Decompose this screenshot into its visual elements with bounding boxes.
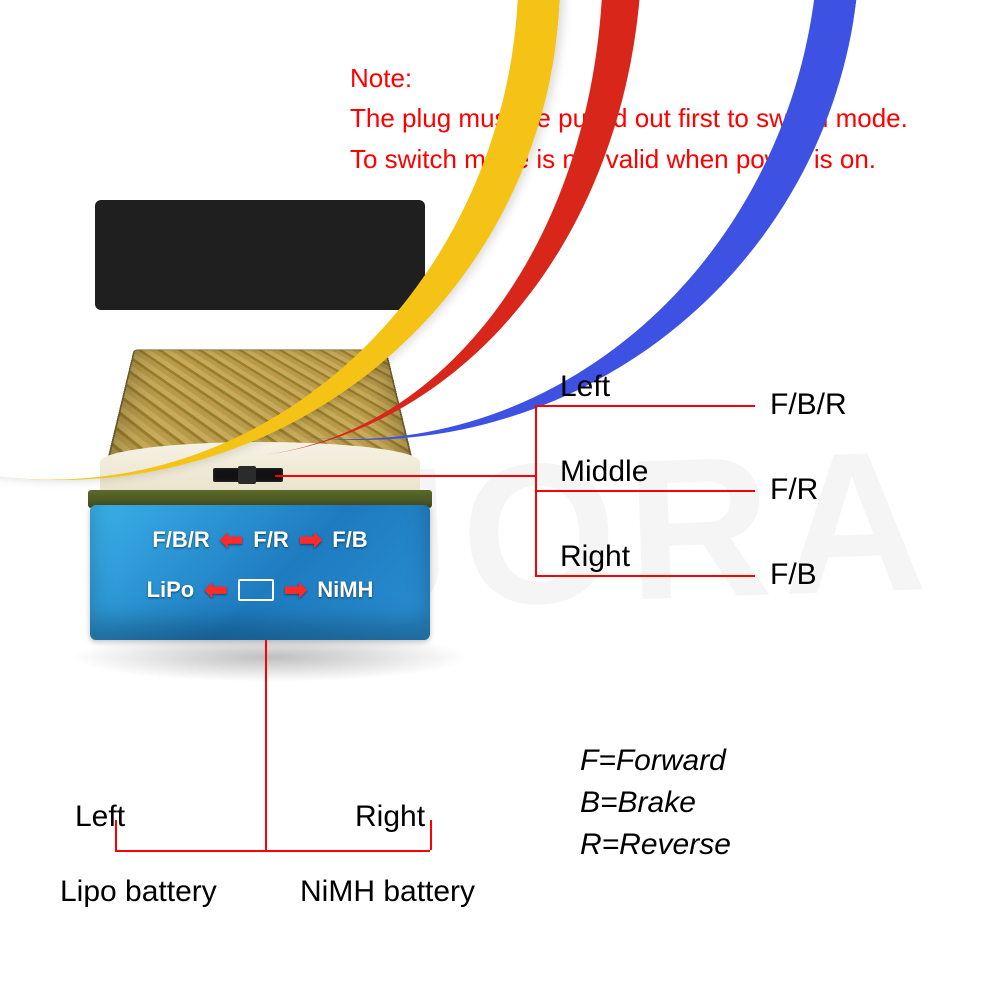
note-heading: Note: <box>350 58 908 98</box>
row2-right: NiMH <box>317 577 373 603</box>
esc-row-batt: LiPo ⬅ ➡ NiMH <box>90 573 430 606</box>
box-outline-icon <box>238 579 274 601</box>
arrow-left-icon: ⬅ <box>220 523 243 556</box>
esc-blue-body: F/B/R ⬅ F/R ➡ F/B LiPo ⬅ ➡ NiMH <box>90 505 430 640</box>
callout-batt-vertical <box>265 640 267 850</box>
mode-pos-right: Right <box>560 540 630 574</box>
arrow-right-icon: ➡ <box>284 573 307 606</box>
note-line1: The plug must be pulled out first to swi… <box>350 98 908 138</box>
esc-row-mode: F/B/R ⬅ F/R ➡ F/B <box>90 523 430 556</box>
batt-pos-right: Right <box>355 800 425 834</box>
callout-mode-h-mid <box>535 490 755 492</box>
batt-val-right: NiMH battery <box>300 875 475 909</box>
callout-mode-pointer <box>275 475 535 477</box>
legend-r: R=Reverse <box>580 824 731 866</box>
mode-pos-left: Left <box>560 370 610 404</box>
legend-f: F=Forward <box>580 740 731 782</box>
row1-right: F/B <box>332 527 367 553</box>
mode-val-left: F/B/R <box>770 388 847 422</box>
arrow-left-icon: ⬅ <box>204 573 227 606</box>
note-line2: To switch mode is not valid when power i… <box>350 139 908 179</box>
row2-left: LiPo <box>147 577 195 603</box>
batt-pos-left: Left <box>75 800 125 834</box>
row1-left: F/B/R <box>152 527 209 553</box>
legend-block: F=Forward B=Brake R=Reverse <box>580 740 731 866</box>
mode-val-right: F/B <box>770 558 817 592</box>
mode-switch-nub <box>238 466 256 484</box>
callout-mode-h-left <box>535 405 755 407</box>
arrow-right-icon: ➡ <box>299 523 322 556</box>
mode-val-mid: F/R <box>770 473 818 507</box>
note-block: Note: The plug must be pulled out first … <box>350 58 908 179</box>
mode-pos-mid: Middle <box>560 455 648 489</box>
callout-batt-h <box>115 850 430 852</box>
row1-mid: F/R <box>253 527 288 553</box>
legend-b: B=Brake <box>580 782 731 824</box>
callout-batt-right-tick <box>430 820 432 850</box>
batt-val-left: Lipo battery <box>60 875 217 909</box>
esc-black-bracket <box>95 200 425 310</box>
callout-mode-h-right <box>535 575 755 577</box>
